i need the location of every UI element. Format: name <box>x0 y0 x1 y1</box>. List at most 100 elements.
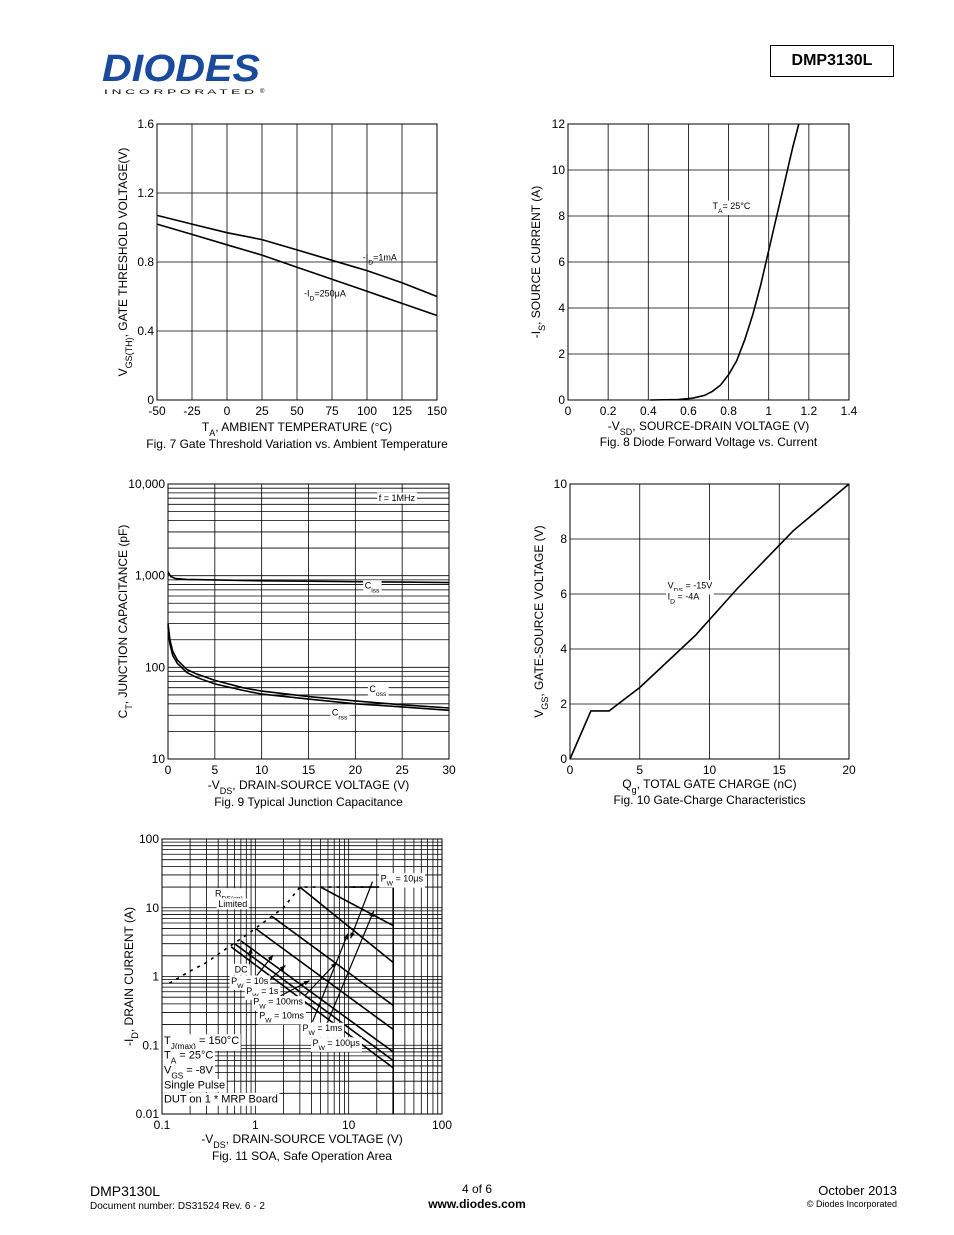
fig7-ytick-label: 1.2 <box>137 186 154 200</box>
fig9-ytick-label: 10 <box>152 752 166 766</box>
fig11-annotation-13: Single Pulse <box>164 1079 225 1091</box>
fig11-annotation-bg-3 <box>233 963 250 975</box>
fig10-ytick-label: 10 <box>554 477 568 491</box>
fig11-caption: Fig. 11 SOA, Safe Operation Area <box>212 1149 392 1163</box>
fig11-arrowhead-5 <box>343 933 348 940</box>
fig11-annotation-7: PW = 10ms <box>259 1010 304 1024</box>
fig7-xtick-label: -25 <box>183 404 201 418</box>
fig11-series-3 <box>240 940 394 1053</box>
fig9-annotation-bg-0 <box>377 492 418 504</box>
fig9-annotation-1: Ciss <box>365 581 380 595</box>
logo-incorporated: I N C O R P O R A T E D <box>104 89 255 96</box>
fig11-annotation-bg-6 <box>251 996 305 1011</box>
fig8-xlabel: -VSD, SOURCE-DRAIN VOLTAGE (V) <box>608 419 809 437</box>
fig10-ytick-label: 6 <box>560 587 567 601</box>
fig7-xtick-label: 75 <box>325 404 339 418</box>
footer-part-number: DMP3130L <box>90 1183 161 1199</box>
fig7-ytick-label: 0.4 <box>137 324 154 338</box>
fig11-annotation-2: Limited <box>218 899 247 909</box>
fig11-annotation-bg-13 <box>162 1078 227 1092</box>
footer-website[interactable]: www.diodes.com <box>428 1197 526 1211</box>
fig11-annotation-0: PW = 10μs <box>381 874 424 888</box>
fig11-annotation-bg-14 <box>162 1092 280 1106</box>
fig7-ytick-label: 0 <box>147 393 154 407</box>
logo-wordmark: DIODES <box>102 48 260 90</box>
fig11-ytick-label: 0.1 <box>142 1038 159 1052</box>
footer-copyright: © Diodes Incorporated <box>806 1199 897 1209</box>
fig9-xtick-label: 20 <box>349 763 363 777</box>
fig9-annotation-0: f = 1MHz <box>379 493 416 503</box>
fig11-annotation-bg-0 <box>379 873 425 888</box>
fig8-xtick-label: 0.4 <box>640 404 657 418</box>
fig8-ytick-label: 10 <box>552 163 566 177</box>
fig10-xtick-label: 10 <box>703 763 717 777</box>
fig7-ylabel: VGS(TH), GATE THRESHOLD VOLTAGE(V) <box>116 148 134 377</box>
fig10-xtick-label: 15 <box>773 763 787 777</box>
fig11-annotation-bg-2 <box>216 898 249 910</box>
part-number-box: DMP3130L <box>770 45 894 77</box>
fig10-ytick-label: 0 <box>560 752 567 766</box>
fig8-annotation-bg-0 <box>711 200 753 216</box>
fig10-ytick-label: 4 <box>560 642 567 656</box>
fig7-xlabel: TA, AMBIENT TEMPERATURE (°C) <box>202 420 392 438</box>
footer-date: October 2013 <box>818 1183 897 1198</box>
fig11-annotation-14: DUT on 1 * MRP Board <box>164 1093 278 1105</box>
fig7-caption: Fig. 7 Gate Threshold Variation vs. Ambi… <box>146 437 448 451</box>
fig11-leader-5 <box>311 933 349 1022</box>
fig7-annotation-1: -ID=250μA <box>304 289 346 303</box>
fig11-annotation-bg-11 <box>162 1049 215 1066</box>
fig11-arrowhead-7 <box>350 932 355 939</box>
fig9-annotation-3: Crss <box>332 707 348 721</box>
fig9-xtick-label: 5 <box>211 763 218 777</box>
fig8-xtick-label: 1 <box>765 404 772 418</box>
fig7-annotation-0: -ID=1mA <box>363 252 397 266</box>
registered-icon: ® <box>260 88 265 95</box>
fig9-ytick-label: 10,000 <box>128 477 165 491</box>
fig11-annotation-12: VGS = -8V <box>164 1064 214 1080</box>
fig11-series-6 <box>299 886 394 964</box>
fig10-ytick-label: 2 <box>560 697 567 711</box>
fig8-ytick-label: 0 <box>558 393 565 407</box>
fig11-xtick-label: 0.1 <box>154 1118 171 1132</box>
fig8-ylabel: -IS, SOURCE CURRENT (A) <box>529 186 547 338</box>
fig7-xtick-label: -50 <box>148 404 166 418</box>
fig11-annotation-9: PW = 100μs <box>313 1038 361 1052</box>
fig7-xtick-label: 25 <box>255 404 269 418</box>
fig8-ytick-label: 6 <box>558 255 565 269</box>
fig10-annotation-0: VDS = -15V <box>668 581 713 595</box>
fig8-xtick-label: 1.2 <box>801 404 818 418</box>
fig11-annotation-bg-12 <box>162 1063 216 1081</box>
fig11-xtick-label: 100 <box>432 1118 452 1132</box>
fig8-ytick-label: 12 <box>552 117 566 131</box>
fig7-xtick-label: 100 <box>357 404 377 418</box>
fig9-ylabel: CT, JUNCTION CAPACITANCE (pF) <box>116 525 134 719</box>
fig9-ytick-label: 1,000 <box>135 569 165 583</box>
fig11-arrowhead-2 <box>279 965 286 971</box>
fig11-ylabel: -ID, DRAIN CURRENT (A) <box>122 907 140 1046</box>
fig11-series-2 <box>234 943 394 1062</box>
fig11-series-1 <box>230 946 394 1069</box>
fig7-frame <box>156 123 438 401</box>
fig11-annotation-10: TJ(max) = 150°C <box>164 1035 239 1051</box>
fig9-xtick-label: 15 <box>302 763 316 777</box>
fig10-ylabel: VGS, GATE-SOURCE VOLTAGE (V) <box>532 525 550 717</box>
fig11-annotation-4: PW = 10s <box>231 976 269 990</box>
fig11-annotation-5: PW = 1s <box>246 986 279 1000</box>
fig9-chart: f = 1MHz Ciss Coss Crss 0 5 10 15 20 25 30 10 100 1,0… <box>116 477 456 809</box>
fig9-annotation-bg-1 <box>363 580 382 595</box>
fig9-ytick-label: 100 <box>145 660 165 674</box>
fig9-xlabel: -VDS, DRAIN-SOURCE VOLTAGE (V) <box>208 778 409 796</box>
fig10-frame <box>569 483 850 760</box>
fig9-annotation-bg-2 <box>367 683 389 698</box>
fig11-series-5 <box>271 915 394 1007</box>
fig11-arrowhead-6 <box>369 911 374 918</box>
fig8-xtick-label: 0.8 <box>720 404 737 418</box>
fig11-annotation-bg-9 <box>311 1037 362 1052</box>
fig10-annotation-bg-0 <box>666 580 714 595</box>
fig10-xlabel: Qg, TOTAL GATE CHARGE (nC) <box>622 777 796 795</box>
fig7-xtick-label: 125 <box>392 404 412 418</box>
fig9-xtick-label: 10 <box>255 763 269 777</box>
fig10-caption: Fig. 10 Gate-Charge Characteristics <box>613 793 805 807</box>
